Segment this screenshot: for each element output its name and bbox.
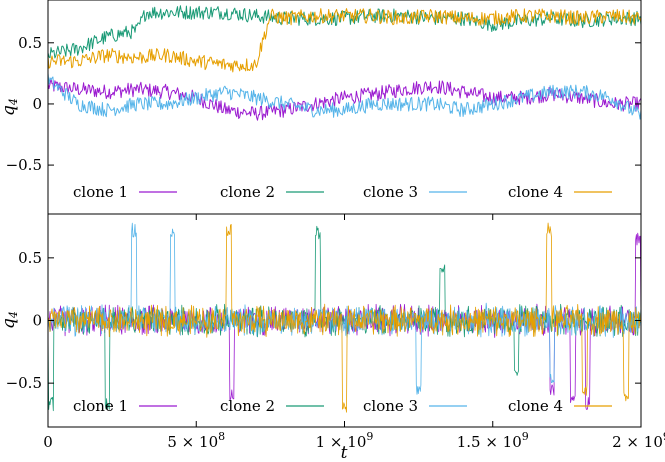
- legend-label-clone-3: clone 3: [363, 183, 418, 201]
- bottom-x-ticks: 0 5 × 108 1 × 109 1.5 × 109 2 × 109: [43, 214, 665, 451]
- y-tick-label: −0.5: [6, 374, 42, 392]
- series-line-clone-4: [48, 8, 641, 73]
- top-y-axis-label: q4: [0, 98, 20, 116]
- x-tick-label: 2 × 109: [612, 430, 665, 451]
- series-line-clone-2: [48, 5, 641, 59]
- y-tick-label: 0: [32, 95, 42, 113]
- x-tick-label: 0: [43, 433, 53, 451]
- y-tick-label: 0: [32, 312, 42, 330]
- series-line-clone-4: [48, 222, 641, 413]
- bottom-panel: 0.5 0 −0.5 0 5 × 108 1 × 109 1.5 × 109 2 × 109…: [0, 213, 665, 462]
- legend-label-clone-1: clone 1: [73, 183, 128, 201]
- x-tick-label: 1.5 × 109: [457, 430, 529, 451]
- y-tick-label: 0.5: [18, 249, 42, 267]
- top-legend: clone 1 clone 2 clone 3 clone 4: [73, 183, 612, 201]
- legend-label-clone-2: clone 2: [220, 183, 275, 201]
- bottom-legend: clone 1 clone 2 clone 3 clone 4: [73, 397, 612, 415]
- y-tick-label: −0.5: [6, 156, 42, 174]
- top-panel-frame: [47, 0, 642, 215]
- legend-label-clone-3: clone 3: [363, 397, 418, 415]
- bottom-y-ticks: 0.5 0 −0.5: [6, 249, 641, 392]
- legend-label-clone-1: clone 1: [73, 397, 128, 415]
- y-tick-label: 0.5: [18, 34, 42, 52]
- legend-label-clone-4: clone 4: [508, 397, 563, 415]
- x-tick-label: 5 × 108: [167, 430, 225, 451]
- top-y-ticks: 0.5 0 −0.5: [6, 34, 641, 174]
- bottom-y-axis-label: q4: [0, 311, 20, 329]
- legend-label-clone-2: clone 2: [220, 397, 275, 415]
- series-line-clone-3: [48, 73, 641, 120]
- bottom-series-group: [48, 222, 641, 413]
- x-axis-label: t: [341, 443, 348, 462]
- top-panel: 0.5 0 −0.5 q4 clone 1 clone 2 clone 3 clone 4: [0, 0, 642, 215]
- x-tick-label: 1 × 109: [316, 430, 374, 451]
- legend-label-clone-4: clone 4: [508, 183, 563, 201]
- top-series-group: [48, 5, 641, 121]
